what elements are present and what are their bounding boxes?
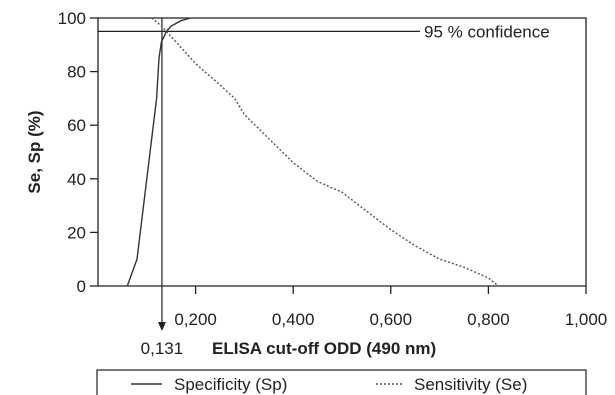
legend-label-specificity: Specificity (Sp)	[174, 375, 287, 394]
x-axis-title: ELISA cut-off ODD (490 nm)	[212, 339, 436, 358]
y-tick-label: 20	[67, 223, 86, 242]
x-tick-label: 0,800	[467, 310, 510, 329]
legend-box	[96, 369, 587, 395]
confidence-label: 95 % confidence	[424, 22, 550, 41]
legend-label-sensitivity: Sensitivity (Se)	[414, 375, 527, 394]
x-tick-label: 0,200	[174, 310, 217, 329]
sensitivity-line	[151, 17, 499, 287]
legend: Specificity (Sp) Sensitivity (Se)	[96, 369, 587, 395]
x-tick-label: 0,400	[272, 310, 315, 329]
y-tick-label: 60	[67, 116, 86, 135]
cutoff-label: 0,131	[141, 339, 184, 358]
cutoff-arrowhead	[157, 322, 166, 331]
specificity-line	[126, 17, 191, 287]
y-axis-title: Se, Sp (%)	[25, 110, 44, 193]
plot-frame	[97, 17, 587, 286]
y-tick-label: 0	[77, 277, 86, 296]
x-tick-label: 1,000	[565, 310, 608, 329]
y-tick-label: 100	[58, 9, 86, 28]
y-tick-label: 80	[67, 63, 86, 82]
x-tick-label: 0,600	[370, 310, 413, 329]
plot-area: 0 20 40 60 80 100 0,200 0,400 0,600 0,800 1,000 Se,…	[25, 9, 607, 358]
y-tick-label: 40	[67, 170, 86, 189]
